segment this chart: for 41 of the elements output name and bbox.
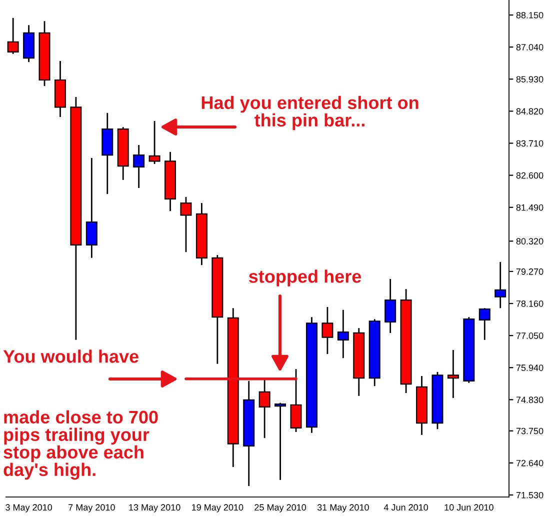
candlestick	[7, 17, 19, 55]
annotation: made close to 700 pips trailing your stop above each day's high.	[4, 410, 158, 480]
y-tick-label: 87.040	[516, 44, 544, 50]
y-tick-label: 72.640	[516, 460, 544, 466]
candlestick	[337, 309, 349, 359]
x-tick-label: 19 May 2010	[192, 504, 244, 512]
candlestick	[274, 402, 286, 481]
x-tick-label: 10 Jun 2010	[444, 504, 494, 511]
x-tick-label: 31 May 2010	[317, 504, 369, 512]
candlestick	[384, 278, 396, 334]
y-tick-label: 83.710	[516, 140, 544, 147]
candlestick	[180, 196, 192, 253]
candlestick	[148, 120, 160, 165]
candlestick	[133, 144, 145, 189]
y-tick-label: 82.600	[516, 172, 544, 179]
y-tick-label: 78.160	[516, 300, 544, 307]
candlestick	[447, 349, 459, 399]
x-tick-label: 25 May 2010	[254, 504, 306, 512]
y-tick-label: 71.530	[516, 492, 544, 498]
annotation: stopped here	[248, 270, 362, 286]
y-tick-label: 85.930	[516, 76, 544, 82]
annotation: Had you entered short on this pin bar...	[202, 96, 418, 130]
candlestick	[478, 307, 490, 341]
x-tick-label: 13 May 2010	[129, 504, 180, 512]
candlestick	[290, 368, 302, 433]
candlestick	[494, 261, 506, 309]
y-tick-label: 75.940	[516, 364, 544, 371]
y-tick-label: 73.750	[516, 428, 544, 434]
y-tick-label: 81.490	[516, 204, 544, 211]
candlestick	[322, 306, 334, 355]
y-tick-label: 74.830	[516, 396, 544, 404]
y-tick-label: 84.820	[516, 108, 544, 115]
y-tick-label: 79.270	[516, 268, 544, 275]
x-tick-label: 7 May 2010	[68, 504, 115, 512]
x-tick-label: 4 Jun 2010	[384, 504, 428, 511]
y-tick-label: 88.150	[516, 12, 544, 18]
y-tick-label: 80.320	[516, 238, 544, 244]
candlestick	[86, 157, 98, 259]
annotation: You would have	[3, 350, 138, 363]
x-tick-label: 3 May 2010	[6, 504, 52, 512]
y-tick-label: 77.050	[516, 332, 544, 339]
